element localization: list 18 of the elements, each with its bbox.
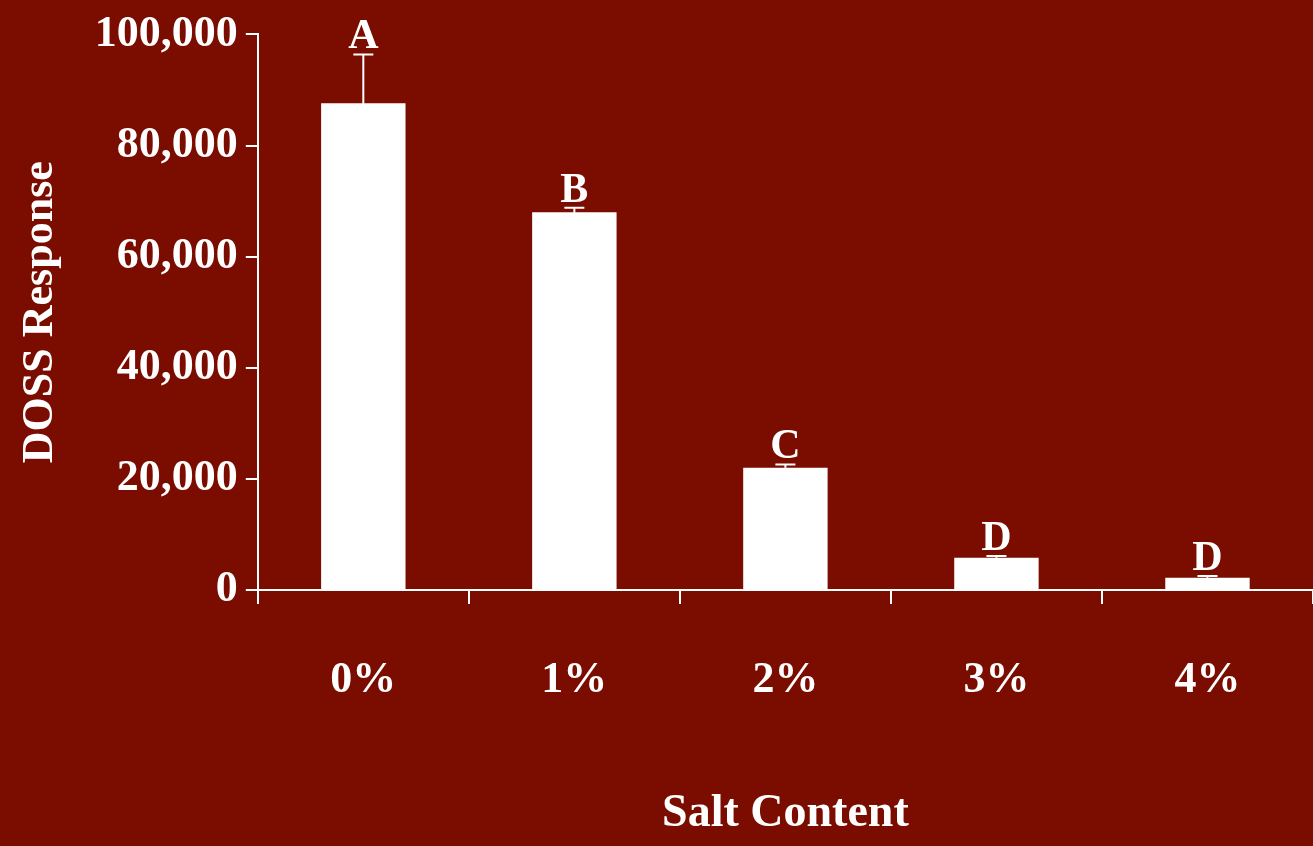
- annotation: D: [1192, 532, 1223, 579]
- annotation: A: [348, 11, 380, 58]
- x-tick-label: 3%: [963, 652, 1030, 702]
- x-tick-label: 4%: [1174, 652, 1241, 702]
- x-tick-label: 0%: [330, 652, 397, 702]
- x-tick-label: 1%: [541, 652, 608, 702]
- y-tick-label: 100,000: [94, 6, 238, 56]
- y-axis-title: DOSS Response: [12, 161, 62, 464]
- y-tick-label: 80,000: [116, 117, 238, 167]
- y-tick-label: 20,000: [116, 451, 238, 501]
- y-tick-label: 60,000: [116, 229, 238, 278]
- x-tick-label: 2%: [752, 652, 819, 702]
- annotation: B: [560, 164, 589, 211]
- y-tick-label: 0: [215, 562, 238, 612]
- annotation: D: [981, 512, 1012, 559]
- annotation: C: [770, 421, 801, 468]
- x-axis-title: Salt Content: [662, 785, 910, 837]
- y-tick-label: 40,000: [116, 340, 238, 390]
